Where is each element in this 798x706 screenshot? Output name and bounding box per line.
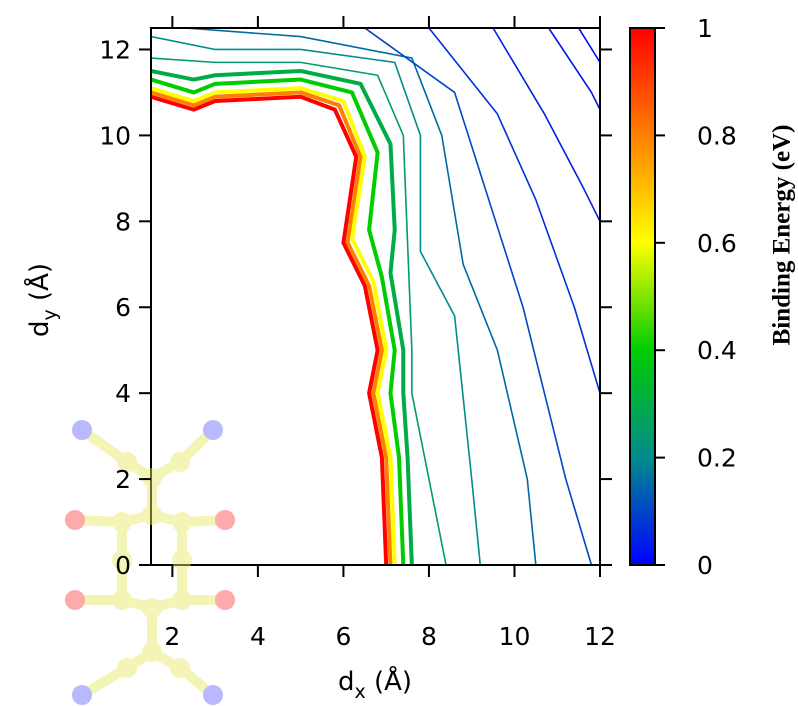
y-label-base: d xyxy=(25,321,55,338)
contour-line xyxy=(151,90,393,565)
y-tick-label: 2 xyxy=(115,465,131,494)
colorbar-tick-label: 0.6 xyxy=(697,229,737,258)
plot-frame xyxy=(150,27,601,566)
x-label-sub: x xyxy=(354,681,365,703)
y-tick-label: 12 xyxy=(99,35,131,64)
contour-line xyxy=(151,77,406,565)
y-label-sub: y xyxy=(39,309,61,320)
colorbar-tick-label: 0.2 xyxy=(697,444,737,473)
contour-line xyxy=(151,86,397,565)
y-tick-label: 6 xyxy=(115,293,131,322)
colorbar-tick-label: 0.8 xyxy=(697,121,737,150)
contour-line xyxy=(151,94,389,565)
x-tick-label: 10 xyxy=(499,622,531,651)
y-label-unit: (Å) xyxy=(23,263,55,309)
contour-line xyxy=(428,28,600,394)
contour-line xyxy=(151,68,414,565)
x-label-base: d xyxy=(338,667,355,697)
colorbar-tick-label: 1 xyxy=(697,14,713,43)
contour-line xyxy=(151,57,447,565)
y-tick-label: 0 xyxy=(115,551,131,580)
colorbar xyxy=(629,27,656,566)
x-tick-label: 2 xyxy=(164,622,180,651)
colorbar-label: Binding Energy (eV) xyxy=(769,125,796,346)
contour-group xyxy=(151,28,600,565)
contour-line xyxy=(185,28,537,565)
x-tick-label: 6 xyxy=(335,622,351,651)
x-tick-label: 4 xyxy=(250,622,266,651)
contour-line xyxy=(577,28,600,63)
x-tick-label: 12 xyxy=(584,622,616,651)
y-axis-label: dy (Å) xyxy=(23,263,61,337)
contour-line xyxy=(492,28,600,222)
contour-line xyxy=(364,28,593,565)
contour-line xyxy=(548,28,600,110)
y-tick-label: 8 xyxy=(115,207,131,236)
colorbar-tick-label: 0.4 xyxy=(697,336,737,365)
x-tick-label: 8 xyxy=(421,622,437,651)
contour-line xyxy=(151,35,482,565)
y-tick-label: 10 xyxy=(99,121,131,150)
x-axis-label: dx (Å) xyxy=(338,665,412,703)
molecule-overlay xyxy=(65,420,235,705)
colorbar-tick-label: 0 xyxy=(697,551,713,580)
y-tick-label: 4 xyxy=(115,379,131,408)
x-label-unit: (Å) xyxy=(366,665,412,697)
